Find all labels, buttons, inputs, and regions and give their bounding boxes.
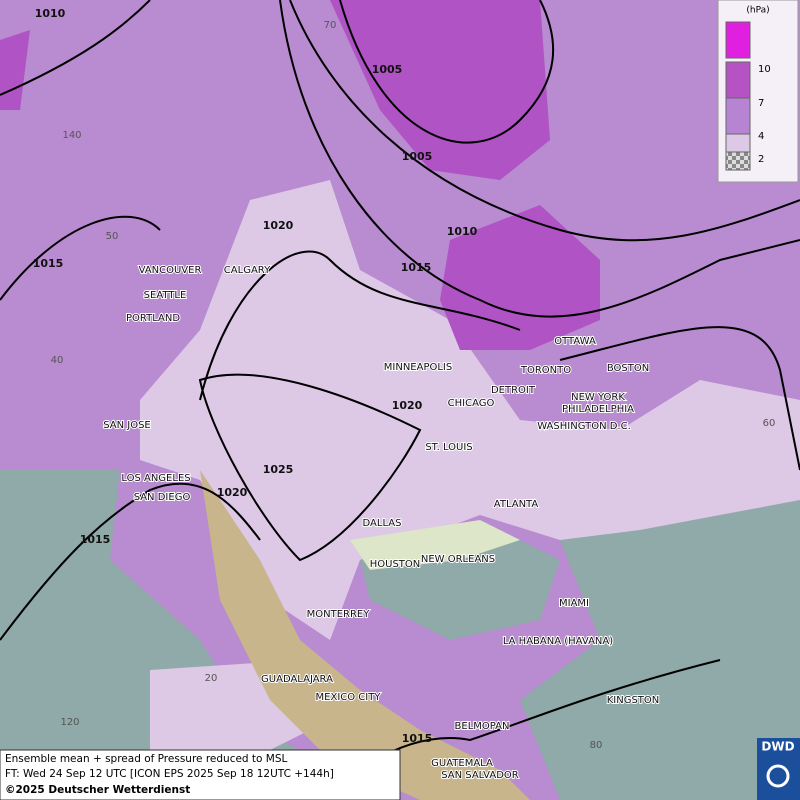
footer-line: FT: Wed 24 Sep 12 UTC [ICON EPS 2025 Sep… xyxy=(5,768,334,780)
isobar-label: 1010 xyxy=(35,7,66,20)
legend-swatch xyxy=(725,97,751,135)
city-label: DALLAS xyxy=(363,518,402,529)
isobar-label: 1015 xyxy=(80,533,111,546)
logo-box xyxy=(757,738,800,800)
city-label: NEW YORK xyxy=(571,392,625,403)
city-label: DETROIT xyxy=(491,385,536,396)
isobar-label: 1025 xyxy=(263,463,294,476)
city-label: BOSTON xyxy=(607,363,649,374)
city-label: GUADALAJARA xyxy=(261,674,333,685)
legend-label: 10 xyxy=(758,64,771,75)
legend-unit: (hPa) xyxy=(746,6,769,16)
graticule-label: 70 xyxy=(324,20,337,31)
city-label: BELMOPAN xyxy=(455,721,510,732)
city-label: LA HABANA (HAVANA) xyxy=(503,636,613,647)
city-label: CALGARY xyxy=(224,265,271,276)
city-label: MEXICO CITY xyxy=(316,692,382,703)
city-label: PORTLAND xyxy=(126,313,180,324)
legend-label: 4 xyxy=(758,131,764,142)
city-label: NEW ORLEANS xyxy=(421,554,495,565)
coastal-lowland xyxy=(350,520,520,570)
isobar-label: 1015 xyxy=(33,257,64,270)
city-label: OTTAWA xyxy=(554,336,596,347)
isobar-label: 1005 xyxy=(372,63,403,76)
ocean-atlantic xyxy=(520,500,800,800)
city-label: SAN DIEGO xyxy=(134,492,191,503)
legend-swatch xyxy=(725,21,751,59)
city-label: ATLANTA xyxy=(494,499,539,510)
city-label: MINNEAPOLIS xyxy=(384,362,452,373)
graticule-label: 80 xyxy=(590,740,603,751)
city-label: MONTERREY xyxy=(307,609,371,620)
logo-text: DWD xyxy=(761,740,794,754)
city-label: VANCOUVER xyxy=(139,265,202,276)
city-label: TORONTO xyxy=(520,365,571,376)
city-label: LOS ANGELES xyxy=(121,473,190,484)
city-label: HOUSTON xyxy=(370,559,421,570)
city-label: WASHINGTON D.C. xyxy=(537,421,631,432)
graticule-label: 140 xyxy=(62,130,81,141)
legend-label: 7 xyxy=(758,98,764,109)
city-label: CHICAGO xyxy=(448,398,495,409)
city-label: SEATTLE xyxy=(144,290,187,301)
isobar-label: 1015 xyxy=(401,261,432,274)
legend-label: 2 xyxy=(758,154,764,165)
graticule-label: 120 xyxy=(60,717,79,728)
graticule-label: 20 xyxy=(205,673,218,684)
footer-line: ©2025 Deutscher Wetterdienst xyxy=(5,784,190,796)
terrain-mexico xyxy=(200,470,530,800)
logo-icon xyxy=(766,764,790,788)
legend-swatch xyxy=(725,151,751,171)
city-label: SAN SALVADOR xyxy=(441,770,518,781)
isobar-label: 1015 xyxy=(402,732,433,745)
isobar-label: 1020 xyxy=(263,219,294,232)
isobar-label: 1005 xyxy=(402,150,433,163)
graticule-label: 50 xyxy=(106,231,119,242)
high-spread-area xyxy=(330,0,550,180)
isobar-label: 1020 xyxy=(217,486,248,499)
graticule-label: 60 xyxy=(763,418,776,429)
legend-swatch xyxy=(725,61,751,99)
city-label: GUATEMALA xyxy=(431,758,493,769)
low-spread-area xyxy=(140,180,800,640)
high-spread-area xyxy=(0,30,30,110)
isobar-label: 1020 xyxy=(392,399,423,412)
footer-line: Ensemble mean + spread of Pressure reduc… xyxy=(5,753,288,765)
graticule-label: 40 xyxy=(51,355,64,366)
high-spread-area xyxy=(440,205,600,350)
footer-box xyxy=(0,749,401,800)
city-label: PHILADELPHIA xyxy=(562,404,634,415)
city-label: ST. LOUIS xyxy=(425,442,472,453)
city-label: SAN JOSE xyxy=(103,420,151,431)
city-label: KINGSTON xyxy=(607,695,660,706)
city-label: MIAMI xyxy=(559,598,589,609)
isobar-label: 1010 xyxy=(447,225,478,238)
